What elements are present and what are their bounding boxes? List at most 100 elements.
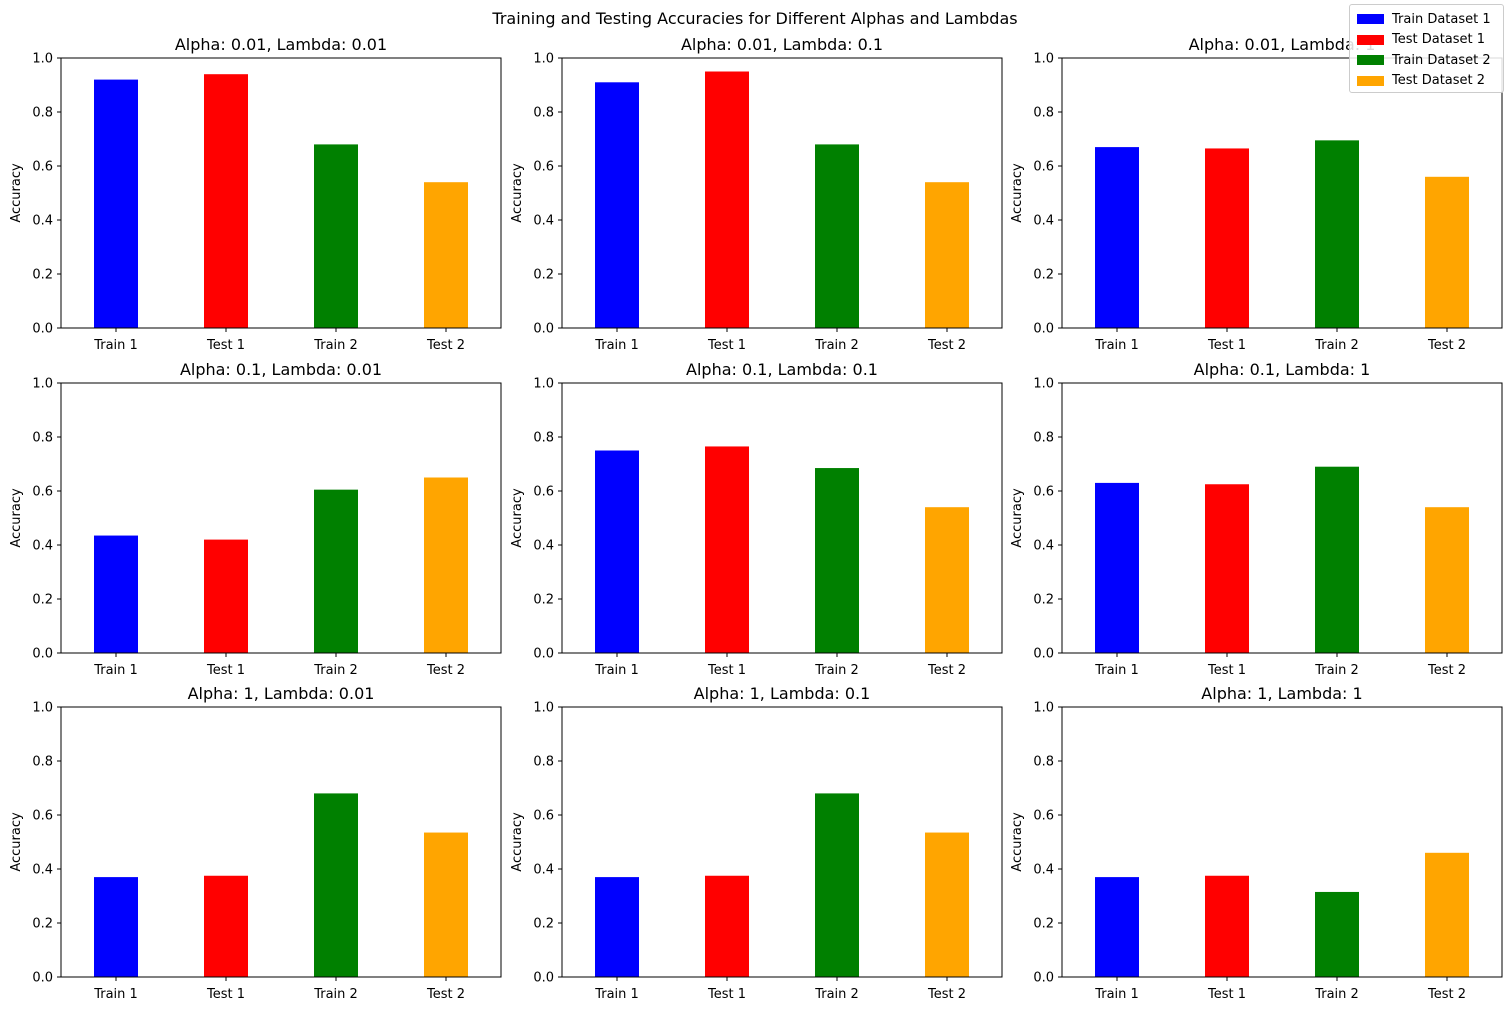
subplot: 0.0 0.2 0.4 0.6 0.8 1.0 Train 1 Test 1 Train 2 Te… — [9, 360, 502, 678]
y-tick-label: 0.6 — [533, 160, 554, 175]
y-tick-label: 0.4 — [1033, 863, 1054, 878]
bar — [1095, 877, 1139, 977]
x-tick-label: Train 2 — [1314, 663, 1359, 678]
y-tick-label: 0.0 — [1033, 322, 1054, 337]
x-tick-label: Test 1 — [707, 987, 746, 1002]
y-tick-label: 0.4 — [533, 863, 554, 878]
bar — [1205, 484, 1249, 653]
bar — [595, 877, 639, 977]
bar — [1315, 466, 1359, 653]
legend-swatch — [1357, 14, 1384, 25]
x-tick-label: Train 2 — [814, 663, 859, 678]
bar — [705, 875, 749, 977]
y-tick-label: 0.0 — [32, 322, 53, 337]
axes-frame — [561, 382, 1003, 654]
bar — [1425, 852, 1469, 977]
x-tick-label: Test 2 — [1427, 663, 1466, 678]
y-tick-label: 0.0 — [1033, 647, 1054, 662]
legend-swatch — [1357, 34, 1384, 45]
bar — [815, 793, 859, 977]
x-tick-label: Train 1 — [1094, 663, 1139, 678]
bar — [705, 446, 749, 653]
axes-frame — [561, 57, 1003, 329]
y-tick-label: 1.0 — [1033, 52, 1054, 67]
x-tick-label: Train 1 — [594, 338, 639, 353]
y-axis-label: Accuracy — [510, 488, 525, 548]
bar — [1425, 507, 1469, 653]
bar — [424, 832, 468, 977]
bar — [925, 507, 969, 653]
y-tick-label: 0.2 — [533, 917, 554, 932]
y-tick-label: 0.8 — [1033, 755, 1054, 770]
bar — [1315, 891, 1359, 977]
x-tick-label: Test 1 — [206, 987, 245, 1002]
y-tick-label: 0.6 — [1033, 160, 1054, 175]
y-tick-label: 1.0 — [1033, 377, 1054, 392]
subplot: 0.0 0.2 0.4 0.6 0.8 1.0 Train 1 Test 1 Train 2 Te… — [1010, 35, 1503, 353]
y-tick-label: 0.2 — [32, 917, 53, 932]
x-tick-label: Test 1 — [206, 663, 245, 678]
bar — [1315, 140, 1359, 328]
y-axis-label: Accuracy — [9, 488, 24, 548]
bar — [424, 477, 468, 653]
legend-item-train-dataset-2: Train Dataset 2 — [1357, 50, 1497, 71]
x-tick-label: Test 1 — [1207, 987, 1246, 1002]
legend-swatch — [1357, 55, 1384, 66]
x-tick-label: Test 1 — [1207, 663, 1246, 678]
y-tick-label: 0.4 — [1033, 214, 1054, 229]
y-tick-label: 0.0 — [533, 322, 554, 337]
x-tick-label: Test 2 — [1427, 338, 1466, 353]
axes-frame — [1061, 57, 1503, 329]
bar — [595, 450, 639, 653]
figure-suptitle: Training and Testing Accuracies for Diff… — [491, 9, 1017, 28]
y-tick-label: 1.0 — [32, 52, 53, 67]
axes-frame — [1061, 382, 1503, 654]
y-tick-label: 0.8 — [1033, 431, 1054, 446]
subplot-title: Alpha: 0.01, Lambda: 0.01 — [175, 35, 387, 54]
bar — [94, 877, 138, 977]
x-tick-label: Test 1 — [707, 338, 746, 353]
y-tick-label: 0.4 — [533, 214, 554, 229]
y-tick-label: 0.8 — [1033, 106, 1054, 121]
subplot-title: Alpha: 1, Lambda: 0.1 — [694, 684, 871, 703]
axes-frame — [60, 57, 502, 329]
y-tick-label: 0.2 — [32, 268, 53, 283]
y-tick-label: 0.6 — [533, 485, 554, 500]
y-tick-label: 1.0 — [533, 52, 554, 67]
legend-label: Train Dataset 2 — [1392, 52, 1491, 68]
x-tick-label: Test 1 — [206, 338, 245, 353]
axes-frame — [561, 706, 1003, 978]
y-tick-label: 0.0 — [32, 647, 53, 662]
subplot: 0.0 0.2 0.4 0.6 0.8 1.0 Train 1 Test 1 Train 2 Te… — [1010, 684, 1503, 1002]
y-tick-label: 0.4 — [32, 214, 53, 229]
bar — [1205, 148, 1249, 328]
y-tick-label: 0.4 — [32, 539, 53, 554]
subplot-title: Alpha: 0.01, Lambda: 1 — [1189, 35, 1376, 54]
bar — [925, 832, 969, 977]
x-tick-label: Train 1 — [594, 987, 639, 1002]
y-tick-label: 0.8 — [32, 106, 53, 121]
y-tick-label: 0.4 — [32, 863, 53, 878]
y-axis-label: Accuracy — [1010, 488, 1025, 548]
y-tick-label: 0.6 — [32, 809, 53, 824]
subplot: 0.0 0.2 0.4 0.6 0.8 1.0 Train 1 Test 1 Train 2 Te… — [510, 360, 1003, 678]
bar — [94, 79, 138, 328]
subplot: 0.0 0.2 0.4 0.6 0.8 1.0 Train 1 Test 1 Train 2 Te… — [9, 684, 502, 1002]
y-tick-label: 0.0 — [533, 647, 554, 662]
subplot-title: Alpha: 0.1, Lambda: 0.1 — [686, 360, 878, 379]
x-tick-label: Train 1 — [1094, 987, 1139, 1002]
x-tick-label: Test 2 — [426, 663, 465, 678]
x-tick-label: Test 2 — [927, 987, 966, 1002]
x-tick-label: Train 2 — [313, 663, 358, 678]
bar — [815, 468, 859, 653]
y-axis-label: Accuracy — [1010, 812, 1025, 872]
bar — [204, 875, 248, 977]
x-tick-label: Test 2 — [426, 987, 465, 1002]
y-axis-label: Accuracy — [9, 812, 24, 872]
y-tick-label: 0.2 — [533, 268, 554, 283]
bar — [1205, 875, 1249, 977]
bar — [705, 71, 749, 328]
y-tick-label: 0.2 — [1033, 917, 1054, 932]
y-axis-label: Accuracy — [510, 812, 525, 872]
